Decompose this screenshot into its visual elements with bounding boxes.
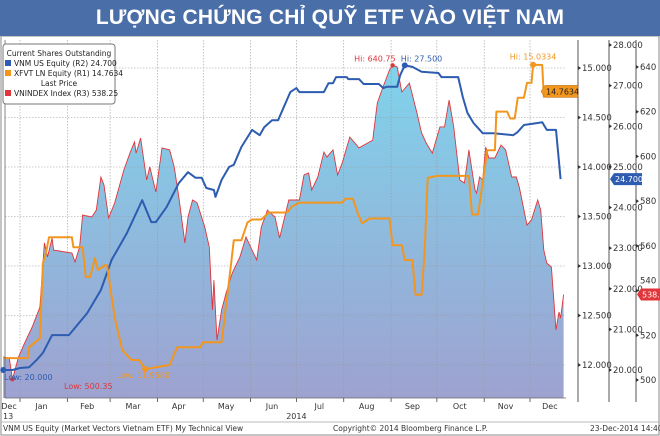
tick-label-r3: 600 [640,152,656,162]
tick-label-r2: 20.000 [613,366,643,376]
tick-label-r1: 15.000 [582,64,612,74]
last-value-tag-xfvt [540,85,579,98]
tick-label-r3: 580 [640,197,656,207]
label-hi-vnindex: Hi: 640.75 [354,54,395,63]
axis-tick-r1 [578,313,581,318]
x-tick-label: Dec [542,402,557,411]
axis-tick-r2 [609,286,612,291]
tick-label-r2: 28.000 [613,41,643,51]
tick-label-r1: 14.500 [582,114,612,124]
axis-tick-r3 [636,288,639,293]
x-tick-label: Apr [172,402,187,411]
tick-label-r2: 25.000 [613,163,643,173]
legend-item-xfvt: XFVT LN Equity (R1) 14.7634 [14,69,123,78]
axis-tick-r2 [609,205,612,210]
tick-label-r3: 560 [640,242,656,252]
tick-label-r1: 13.500 [582,213,612,223]
axis-tick-r1 [578,115,581,120]
legend-swatch-vnindex [5,90,11,96]
tick-label-r3: 540 [640,277,656,287]
label-low-xfvt: Low: 11.9580 [116,371,170,380]
tick-label-r2: 22.000 [613,285,643,295]
marker-hi-vnindex [390,63,395,68]
last-value-vnindex: 538.25 [642,290,660,299]
x-tick-label: Nov [498,402,514,411]
axis-tick-r3 [636,333,639,338]
series-line-vnm [3,64,562,371]
axis-tick-r3 [636,243,639,248]
tick-label-r2: 21.000 [613,325,643,335]
legend-swatch-xfvt [5,70,11,76]
axis-tick-r1 [578,165,581,169]
axis-tick-r2 [609,43,612,47]
axis-tick-r2 [609,327,612,332]
tick-label-r2: 23.000 [613,244,643,254]
tick-label-r1: 12.500 [582,312,612,322]
tick-label-r1: 12.000 [582,361,612,371]
footer-timestamp: 23-Dec-2014 14:40:5 [590,424,660,433]
label-hi-xfvt: Hi: 15.0334 [510,53,557,62]
marker-low-xfvt [142,366,149,373]
x-tick-label: Jul [313,402,324,411]
footer-copyright: Copyright© 2014 Bloomberg Finance L.P. [333,424,488,433]
legend-heading-last-price: Last Price [41,79,78,88]
footer-security: VNM US Equity (Market Vectors Vietnam ET… [3,424,243,433]
legend-item-vnm: VNM US Equity (R2) 24.700 [14,59,117,68]
x-tick-label: Sep [405,402,420,411]
series-line-xfvt [3,63,561,371]
axis-tick-r2 [609,83,612,88]
tick-label-r2: 26.000 [613,122,643,132]
series-line-vnindex [3,64,565,380]
tick-label-r1: 13.000 [582,262,612,272]
last-value-vnm: 24.700 [615,175,643,184]
x-tick-label: May [218,402,235,411]
x-tick-label: Oct [453,402,467,411]
marker-hi-xfvt [530,61,537,68]
axis-tick-r3 [636,199,639,204]
axis-tick-r2 [609,164,612,169]
tick-label-r1: 14.000 [582,163,612,173]
axis-tick-r2 [609,246,612,251]
axis-tick-r1 [578,264,581,268]
axis-tick-r1 [578,214,581,219]
last-value-xfvt: 14.7634 [546,87,579,96]
label-low-vnm: Low: 20.000 [4,373,53,382]
legend: Current Shares Outstanding VNM US Equity… [2,43,123,105]
x-tick-label: Mar [125,402,141,411]
x-year-label-2013: 13 [3,412,13,421]
page-title: LƯỢNG CHỨNG CHỈ QUỸ ETF VÀO VIỆT NAM [0,0,660,36]
label-hi-vnm: Hi: 27.500 [401,54,442,63]
series-area-vnindex [3,65,564,399]
x-tick-label: Jun [265,402,279,411]
marker-low-vnm [0,367,7,373]
axis-tick-r3 [636,377,639,382]
axis-tick-r1 [578,66,581,70]
axis-tick-r3 [636,65,639,69]
marker-hi-vnm [401,62,408,69]
x-tick-label: Jan [34,402,47,411]
x-tick-label: Dec [1,402,16,411]
x-tick-label: Aug [359,402,375,411]
last-value-tag-vnm [610,173,642,186]
x-tick-label: Feb [80,402,94,411]
axis-tick-r1 [578,363,581,367]
axis-tick-r2 [609,124,612,129]
x-year-label-2014: 2014 [286,412,306,421]
tick-label-r3: 640 [640,63,656,73]
axis-tick-r3 [636,154,639,159]
legend-heading-shares: Current Shares Outstanding [7,49,112,58]
tick-label-r2: 27.000 [613,82,643,92]
axis-tick-r2 [609,368,612,372]
legend-swatch-vnm [5,60,11,66]
last-value-tag-vnindex [637,288,660,301]
tick-label-r3: 520 [640,331,656,341]
legend-item-vnindex: VNINDEX Index (R3) 538.25 [14,89,118,98]
axis-tick-r3 [636,109,639,114]
tick-label-r3: 620 [640,108,656,118]
label-low-vnindex: Low: 500.35 [64,382,113,391]
tick-label-r3: 500 [640,376,656,386]
tick-label-r2: 24.000 [613,204,643,214]
marker-low-vnindex [10,377,15,382]
